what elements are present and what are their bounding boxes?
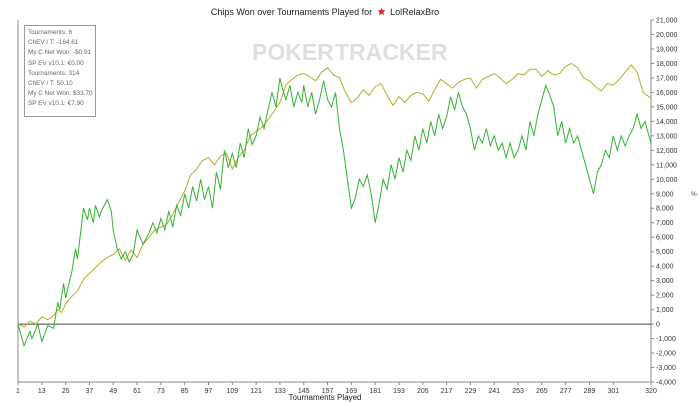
y-tick-label: -1,000: [656, 336, 676, 343]
x-tick-label: 25: [62, 388, 70, 395]
y-tick-label: 6,000: [656, 235, 674, 242]
x-tick-label: 193: [393, 388, 405, 395]
x-tick-label: 37: [86, 388, 94, 395]
legend-entry: SP EV v10.1: €7.90: [28, 100, 84, 108]
y-tick-label: 3,000: [656, 278, 674, 285]
watermark-left: POKER: [252, 39, 334, 65]
x-axis-label: Tournaments Played: [288, 393, 362, 402]
y-axis-unit: %: [691, 191, 697, 198]
chart-title-prefix: Chips Won over Tournaments Played for: [210, 7, 373, 17]
x-tick-label: 277: [560, 388, 572, 395]
legend-entry: ChEV / T: -164.61: [28, 39, 79, 47]
legend-entry: My C Net Won: -$0.91: [28, 49, 92, 57]
x-tick-label: 320: [645, 388, 657, 395]
y-tick-label: 9,000: [656, 191, 674, 198]
y-tick-label: 1,000: [656, 307, 674, 314]
x-tick-label: 181: [369, 388, 381, 395]
pokerstars-icon: [377, 7, 386, 18]
x-tick-label: 61: [133, 388, 141, 395]
x-tick-label: 73: [157, 388, 165, 395]
x-tick-label: 253: [512, 388, 524, 395]
y-tick-label: 5,000: [656, 249, 674, 256]
x-tick-label: 1: [16, 388, 20, 395]
y-tick-label: 11,000: [656, 162, 677, 169]
x-tick-label: 289: [584, 388, 596, 395]
legend-entry: My C Net Won: $33.70: [28, 90, 93, 98]
y-tick-label: 19,000: [656, 46, 678, 53]
x-tick-label: 97: [205, 388, 213, 395]
actual-series-line: [17, 77, 652, 348]
y-tick-label: 16,000: [656, 90, 678, 97]
y-tick-label: -3,000: [656, 365, 676, 372]
y-tick-label: 13,000: [656, 133, 678, 140]
x-tick-label: 85: [181, 388, 189, 395]
legend-entry: ChEV / T: 50.10: [28, 80, 73, 88]
legend-entry: Tournaments: 314: [28, 69, 80, 77]
x-tick-label: 157: [322, 388, 334, 395]
legend: Tournaments: 6 ChEV / T: -164.61 My C Ne…: [24, 25, 96, 117]
y-tick-label: 20,000: [656, 32, 678, 39]
x-tick-label: 121: [250, 388, 262, 395]
ev-series-line: [17, 62, 652, 328]
y-tick-label: -4,000: [656, 380, 676, 387]
watermark-right: TRACKER: [335, 39, 448, 65]
x-tick-label: 145: [298, 388, 310, 395]
player-name: LolRelaxBro: [390, 7, 440, 17]
x-tick-label: 241: [488, 388, 500, 395]
y-tick-label: 21,000: [656, 18, 678, 25]
y-tick-label: 8,000: [656, 206, 674, 213]
y-tick-label: 10,000: [656, 177, 678, 184]
y-tick-label: 18,000: [656, 61, 678, 68]
chart-title: Chips Won over Tournaments Played for Lo…: [0, 7, 650, 18]
y-tick-label: 2,000: [656, 293, 674, 300]
y-tick-label: 0: [656, 322, 660, 329]
pokertracker-watermark: POKER TRACKER: [252, 39, 448, 65]
legend-entry: Tournaments: 6: [28, 29, 73, 36]
x-tick-label: 109: [226, 388, 238, 395]
x-tick-label: 169: [346, 388, 358, 395]
y-tick-label: 15,000: [656, 104, 678, 111]
x-tick-label: 49: [109, 388, 117, 395]
legend-entry: SP EV v10.1: €0.00: [28, 59, 84, 67]
x-tick-label: 13: [38, 388, 46, 395]
y-tick-label: 14,000: [656, 119, 678, 126]
y-tick-label: 7,000: [656, 220, 674, 227]
x-tick-label: 301: [607, 388, 619, 395]
x-tick-label: 229: [465, 388, 477, 395]
x-tick-label: 205: [417, 388, 429, 395]
x-tick-label: 217: [441, 388, 453, 395]
x-tick-label: 265: [536, 388, 548, 395]
y-tick-label: -2,000: [656, 351, 676, 358]
y-tick-label: 12,000: [656, 148, 678, 155]
y-tick-label: 4,000: [656, 264, 674, 271]
y-tick-label: 17,000: [656, 75, 678, 82]
x-tick-label: 133: [274, 388, 286, 395]
